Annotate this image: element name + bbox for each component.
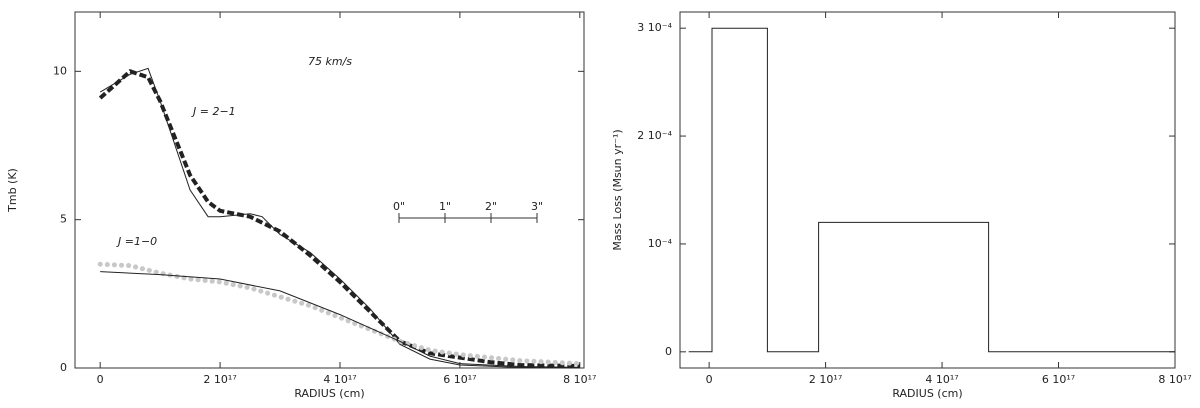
x-tick-label: 6 10¹⁷ — [443, 373, 476, 386]
annotation: J =1−0 — [116, 235, 157, 248]
series-line — [688, 27, 1175, 353]
series-line — [97, 261, 583, 367]
y-tick-label: 10 — [53, 64, 67, 77]
x-tick-label: 2 10¹⁷ — [203, 373, 236, 386]
x-tick-label: 0 — [97, 373, 104, 386]
y-tick-label: 3 10⁻⁴ — [637, 21, 672, 34]
x-axis-label: RADIUS (cm) — [294, 387, 364, 400]
scale-bar-label: 3" — [531, 200, 543, 213]
y-tick-label: 2 10⁻⁴ — [637, 129, 672, 142]
y-tick-label: 5 — [60, 213, 67, 226]
y-axis-label: Mass Loss (Msun yr⁻¹) — [611, 129, 624, 250]
x-tick-label: 0 — [706, 373, 713, 386]
series-line — [99, 67, 580, 369]
y-tick-label: 10⁻⁴ — [648, 237, 673, 250]
x-axis-label: RADIUS (cm) — [892, 387, 962, 400]
annotation: 75 km/s — [308, 55, 352, 68]
annotation: J = 2−1 — [191, 105, 236, 118]
scale-bar-label: 1" — [439, 200, 451, 213]
scale-bar-label: 2" — [485, 200, 497, 213]
scale-bar-label: 0" — [393, 200, 405, 213]
x-tick-label: 4 10¹⁷ — [323, 373, 356, 386]
x-tick-label: 6 10¹⁷ — [1042, 373, 1075, 386]
series-line — [98, 69, 580, 368]
plot-frame — [74, 11, 585, 369]
y-axis-label: Tmb (K) — [6, 168, 19, 213]
plot-frame — [679, 11, 1176, 369]
series-line — [100, 271, 580, 368]
x-tick-label: 2 10¹⁷ — [809, 373, 842, 386]
x-tick-label: 4 10¹⁷ — [925, 373, 958, 386]
x-tick-label: 8 10¹⁷ — [1158, 373, 1191, 386]
y-tick-label: 0 — [60, 361, 67, 374]
y-tick-label: 0 — [665, 345, 672, 358]
x-tick-label: 8 10¹⁷ — [563, 373, 596, 386]
